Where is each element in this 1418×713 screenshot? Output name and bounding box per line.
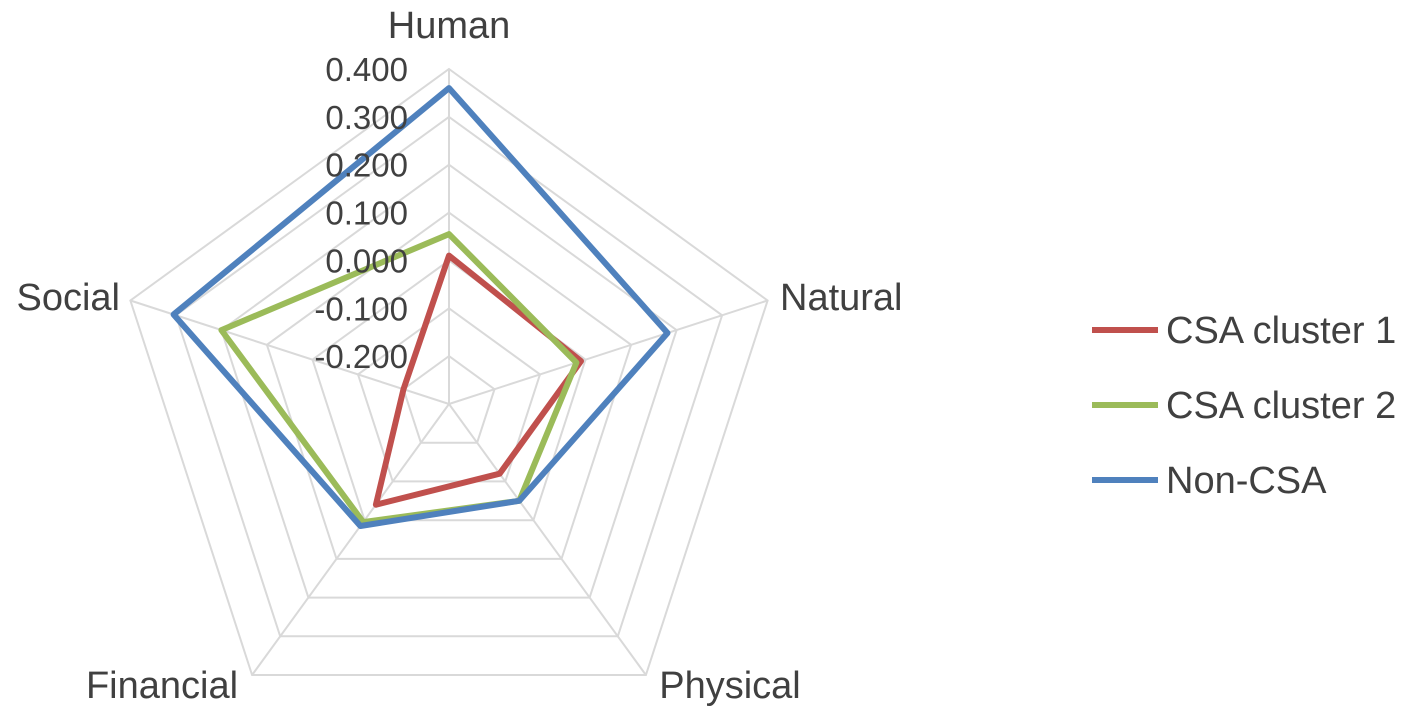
legend-label: CSA cluster 2 (1166, 385, 1396, 427)
axis-label-financial: Financial (86, 665, 238, 707)
axis-spoke (448, 299, 768, 405)
axis-spoke (448, 403, 647, 676)
tick-label: 0.400 (325, 51, 408, 88)
tick-label: 0.000 (325, 242, 408, 279)
grid-ring (356, 307, 542, 483)
legend-label: Non-CSA (1166, 460, 1327, 502)
tick-label: 0.300 (325, 99, 408, 136)
tick-label: 0.200 (325, 147, 408, 184)
grid-ring (402, 354, 496, 444)
tick-label: -0.200 (314, 338, 408, 375)
tick-label: 0.100 (325, 195, 408, 232)
axis-labels: Human Natural Physical Financial Social (17, 5, 903, 707)
axis-label-human: Human (388, 5, 511, 47)
legend-label: CSA cluster 1 (1166, 310, 1396, 352)
axis-label-natural: Natural (780, 277, 903, 319)
axis-spoke (251, 403, 450, 676)
tick-labels: -0.200 -0.100 0.000 0.100 0.200 0.300 0.400 (314, 51, 408, 375)
grid-ring (265, 211, 633, 560)
series-non-csa (170, 85, 671, 529)
legend: CSA cluster 1 CSA cluster 2 Non-CSA (1092, 310, 1396, 502)
axis-label-social: Social (17, 277, 121, 319)
grid-ring (129, 67, 769, 676)
axis-label-physical: Physical (659, 665, 801, 707)
grid-ring (174, 115, 724, 638)
axis-spoke (130, 299, 450, 405)
series-layer (170, 85, 671, 529)
tick-label: -0.100 (314, 290, 408, 327)
